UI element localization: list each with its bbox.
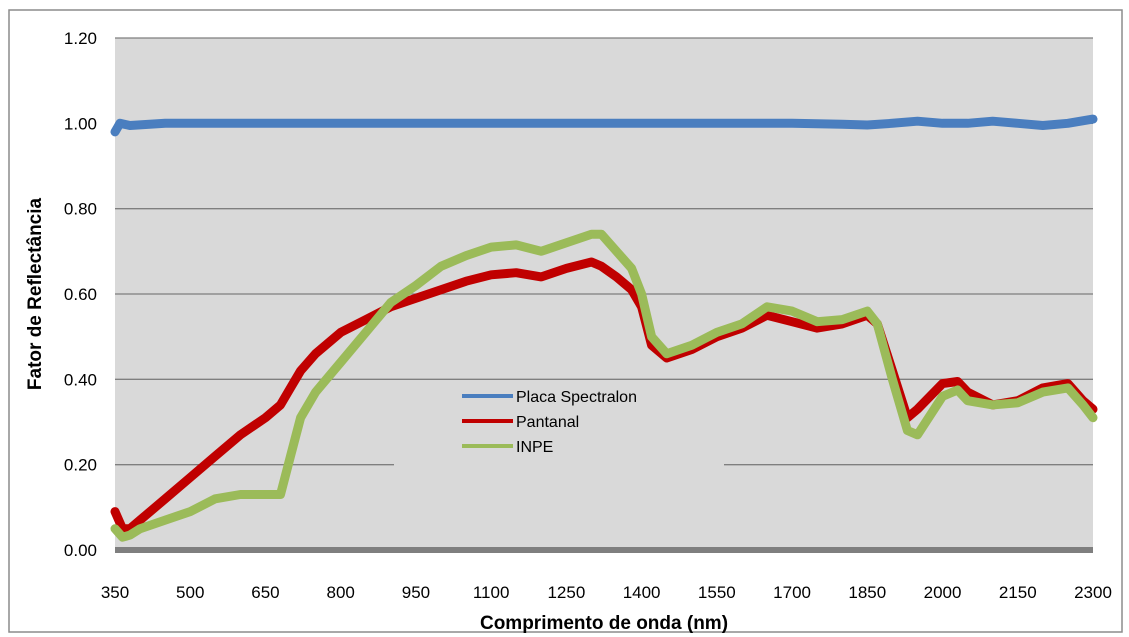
series-line-placa-spectralon [110,114,1098,137]
x-tick-label: 2150 [999,583,1037,602]
legend-label-placa-spectralon: Placa Spectralon [516,389,637,406]
x-tick-label: 1850 [848,583,886,602]
legend: Placa Spectralon Pantanal INPE [394,380,724,468]
x-tick-label: 1700 [773,583,811,602]
y-tick-label: 0.80 [64,200,97,219]
x-tick-label: 1100 [473,583,510,602]
x-tick-label: 2300 [1074,583,1112,602]
x-tick-label: 650 [251,583,279,602]
x-axis-title: Comprimento de onda (nm) [480,613,728,634]
y-axis-title: Fator de Reflectância [25,197,46,390]
x-tick-label: 2000 [924,583,962,602]
series-line-pantanal [110,257,1098,534]
legend-label-pantanal: Pantanal [516,414,579,431]
series-lines [110,114,1098,542]
x-tick-label: 950 [402,583,430,602]
x-axis-baseline [115,547,1093,553]
x-tick-labels: 350 500 650 800 950 1100 1250 1400 1550 1700 1850 2… [101,583,1112,602]
x-tick-label: 350 [101,583,129,602]
x-tick-label: 500 [176,583,204,602]
x-tick-label: 1550 [698,583,736,602]
series-line-inpe [110,229,1098,542]
y-tick-label: 0.20 [64,456,97,475]
y-tick-label: 1.20 [64,29,97,48]
x-tick-label: 800 [327,583,355,602]
x-tick-label: 1250 [547,583,585,602]
legend-box [394,380,724,468]
legend-label-inpe: INPE [516,439,553,456]
y-tick-label: 1.00 [64,114,97,133]
y-tick-label: 0.40 [64,370,97,389]
x-tick-label: 1400 [623,583,661,602]
y-tick-labels: 0.00 0.20 0.40 0.60 0.80 1.00 1.20 [64,29,97,560]
y-tick-label: 0.00 [64,541,97,560]
y-tick-label: 0.60 [64,285,97,304]
